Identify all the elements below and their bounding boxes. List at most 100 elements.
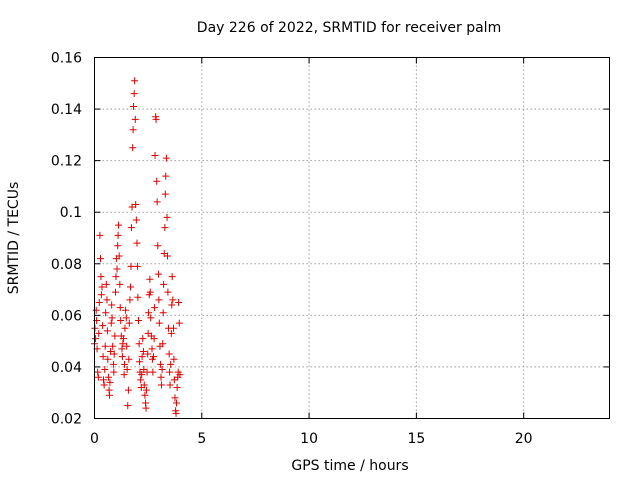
plot-frame [94,57,610,419]
data-point [102,309,110,317]
data-point [160,280,168,288]
data-point [168,273,176,281]
data-point [131,77,139,85]
x-tick-labels: 0 5 10 15 20 [90,431,533,447]
data-point [157,373,165,381]
data-point [159,340,167,348]
data-point [129,126,137,134]
data-point [161,224,169,232]
data-point [106,391,114,399]
data-point [162,154,170,162]
data-point [94,368,102,376]
data-point [130,102,138,110]
data-point [166,368,174,376]
data-point [116,280,124,288]
data-point [135,340,143,348]
data-point [110,350,118,358]
data-point [119,340,127,348]
data-point [116,304,124,312]
data-point [133,239,141,247]
y-tick-label: 0.02 [51,412,82,428]
data-point [172,399,180,407]
data-point [103,296,111,304]
data-point [108,301,116,309]
data-point [138,353,146,361]
data-point [130,90,138,98]
data-point [114,231,122,239]
data-point [106,378,114,386]
y-tick-label: 0.1 [60,205,82,221]
data-point [157,381,165,389]
data-point [169,296,177,304]
data-point [127,283,135,291]
data-point [119,335,127,343]
data-point [111,332,119,340]
data-point [152,115,160,123]
data-point [134,317,142,325]
data-point [157,360,165,368]
data-point [166,381,174,389]
data-point [171,394,179,402]
data-point [109,360,117,368]
y-axis-label: SRMTID / TECUs [6,182,22,295]
data-point [146,288,154,296]
data-point [100,381,108,389]
data-point [142,404,150,412]
data-point [175,319,183,327]
data-point [100,376,108,384]
data-point [113,265,121,273]
y-tick-label: 0.14 [51,102,82,118]
y-tick-label: 0.04 [51,360,82,376]
data-point [163,213,171,221]
data-point [104,355,112,363]
data-points [91,77,184,417]
data-point [173,384,181,392]
data-point [142,386,150,394]
data-point [115,221,123,229]
data-point [98,283,106,291]
data-point [104,373,112,381]
data-point [129,144,137,152]
data-point [101,366,109,374]
data-point [154,242,162,250]
data-point [159,309,167,317]
y-tick-labels: 0.02 0.04 0.06 0.08 0.1 0.12 0.14 0.16 [51,51,82,428]
data-point [169,324,177,332]
data-point [136,358,144,366]
data-point [127,262,135,270]
grid [94,57,610,419]
data-point [107,319,115,327]
data-point [123,366,131,374]
x-tick-label: 0 [90,431,99,447]
data-point [139,335,147,343]
data-point [125,319,133,327]
data-point [103,327,111,335]
data-point [145,309,153,317]
data-point [112,288,120,296]
data-point [118,353,126,361]
data-point [155,319,163,327]
data-point [114,242,122,250]
data-point [147,314,155,322]
data-point [158,366,166,374]
data-point [150,335,158,343]
data-point [167,329,175,337]
data-point [149,368,157,376]
data-point [168,301,176,309]
data-point [154,270,162,278]
data-point [126,296,134,304]
data-point [170,355,178,363]
data-point [153,177,161,185]
data-point [94,373,102,381]
x-axis-label: GPS time / hours [291,458,408,474]
y-tick-label: 0.12 [51,154,82,170]
data-point [124,402,132,410]
data-point [131,115,139,123]
data-point [151,304,159,312]
data-point [139,347,147,355]
data-point [146,275,154,283]
data-point [92,335,100,343]
data-point [125,355,133,363]
data-point [164,288,172,296]
data-point [138,371,146,379]
